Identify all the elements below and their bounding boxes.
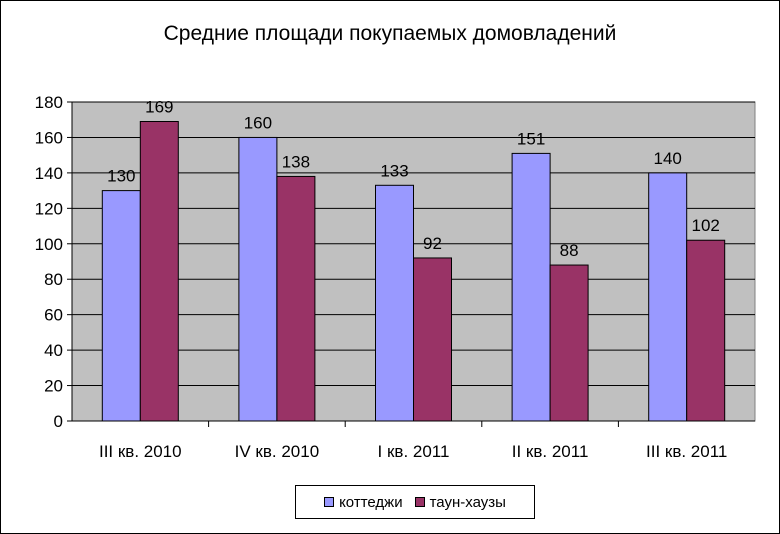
y-tick-label: 60 — [44, 306, 63, 325]
bar-townhouses — [413, 257, 452, 422]
legend-swatch-cottages — [324, 497, 335, 507]
data-label-cottages: 140 — [654, 149, 682, 168]
data-label-townhouses: 102 — [692, 216, 720, 235]
bar-townhouses — [139, 120, 179, 422]
data-label-cottages: 160 — [244, 113, 272, 132]
legend-label-townhouses: таун-хаузы — [429, 493, 506, 511]
data-label-townhouses: 138 — [282, 152, 310, 171]
data-label-townhouses: 88 — [560, 241, 579, 260]
y-tick-label: 140 — [35, 164, 63, 183]
bar-townhouses — [549, 264, 589, 422]
y-tick-label: 40 — [44, 341, 63, 360]
legend-item-cottages: коттеджи — [324, 494, 403, 511]
chart-title: Средние площади покупаемых домовладений — [163, 22, 617, 45]
bar-cottages — [511, 152, 551, 422]
y-tick-label: 120 — [35, 199, 63, 218]
data-label-townhouses: 92 — [423, 234, 442, 253]
x-tick-label: III кв. 2011 — [646, 442, 727, 461]
y-tick-label: 20 — [44, 377, 63, 396]
x-tick-label: II кв. 2011 — [512, 442, 589, 461]
y-tick-label: 100 — [35, 235, 63, 254]
bar-cottages — [375, 184, 414, 422]
legend-swatch-townhouses — [414, 497, 425, 507]
y-tick-label: 180 — [35, 93, 63, 112]
data-label-townhouses: 169 — [145, 97, 173, 116]
bar-cottages — [101, 190, 141, 422]
legend-label-cottages: коттеджи — [339, 493, 403, 511]
y-tick-label: 0 — [54, 412, 63, 431]
plot-area: 0 20 40 60 80 100 120 140 160 180 130 169 III кв. 20… — [35, 93, 756, 461]
x-tick-label: IV кв. 2010 — [235, 442, 320, 461]
legend: коттеджи таун-хаузы — [295, 485, 535, 519]
data-label-cottages: 151 — [517, 129, 545, 148]
legend-item-townhouses: таун-хаузы — [414, 493, 506, 511]
data-label-cottages: 130 — [107, 167, 135, 186]
bar-townhouses — [276, 175, 316, 422]
x-tick-label: III кв. 2010 — [99, 442, 182, 461]
x-tick-label: I кв. 2011 — [378, 442, 450, 461]
y-tick-label: 80 — [44, 270, 63, 289]
data-label-cottages: 133 — [380, 161, 408, 180]
bar-cottages — [648, 172, 688, 422]
y-tick-label: 160 — [35, 128, 63, 147]
bar-townhouses — [686, 239, 726, 422]
bar-cottages — [238, 136, 278, 422]
